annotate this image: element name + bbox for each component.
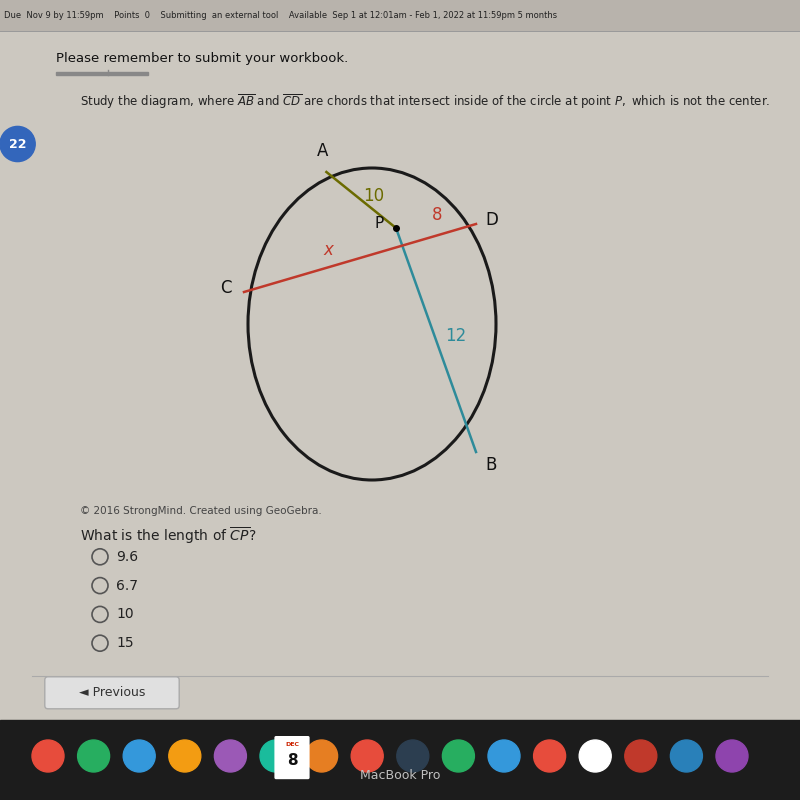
Text: 10: 10 <box>116 607 134 622</box>
Text: 22: 22 <box>9 138 26 150</box>
Text: C: C <box>221 279 232 297</box>
Circle shape <box>442 740 474 772</box>
Circle shape <box>534 740 566 772</box>
Text: MacBook Pro: MacBook Pro <box>360 770 440 782</box>
Circle shape <box>123 740 155 772</box>
Text: Please remember to submit your workbook.: Please remember to submit your workbook. <box>56 52 348 65</box>
Text: 8: 8 <box>432 206 443 224</box>
Circle shape <box>306 740 338 772</box>
Text: Due  Nov 9 by 11:59pm    Points  0    Submitting  an external tool    Available : Due Nov 9 by 11:59pm Points 0 Submitting… <box>4 10 557 20</box>
Circle shape <box>0 126 35 162</box>
Text: 12: 12 <box>446 327 466 345</box>
Circle shape <box>397 740 429 772</box>
Bar <box>56 72 148 75</box>
Text: 8: 8 <box>286 753 298 768</box>
Text: DEC: DEC <box>285 742 299 746</box>
Circle shape <box>214 740 246 772</box>
Circle shape <box>351 740 383 772</box>
Text: What is the length of $\overline{CP}$?: What is the length of $\overline{CP}$? <box>80 526 256 546</box>
Bar <box>0 0 800 30</box>
Text: x: x <box>323 242 333 259</box>
Text: B: B <box>486 456 497 474</box>
Text: P: P <box>374 217 384 231</box>
Circle shape <box>488 740 520 772</box>
Bar <box>0 720 800 800</box>
FancyBboxPatch shape <box>45 677 179 709</box>
Circle shape <box>625 740 657 772</box>
Text: ◄ Previous: ◄ Previous <box>79 686 145 699</box>
Text: A: A <box>317 142 328 160</box>
Circle shape <box>670 740 702 772</box>
Circle shape <box>32 740 64 772</box>
Circle shape <box>716 740 748 772</box>
Text: 9.6: 9.6 <box>116 550 138 564</box>
Circle shape <box>78 740 110 772</box>
Circle shape <box>260 740 292 772</box>
Text: 15: 15 <box>116 636 134 650</box>
Text: 10: 10 <box>362 187 384 205</box>
Circle shape <box>579 740 611 772</box>
Text: 6.7: 6.7 <box>116 578 138 593</box>
Text: © 2016 StrongMind. Created using GeoGebra.: © 2016 StrongMind. Created using GeoGebr… <box>80 506 322 516</box>
Text: D: D <box>486 211 498 229</box>
FancyBboxPatch shape <box>274 736 310 779</box>
Circle shape <box>169 740 201 772</box>
Text: Study the diagram, where $\overline{AB}$ and $\overline{CD}$ are chords that int: Study the diagram, where $\overline{AB}$… <box>80 92 770 111</box>
